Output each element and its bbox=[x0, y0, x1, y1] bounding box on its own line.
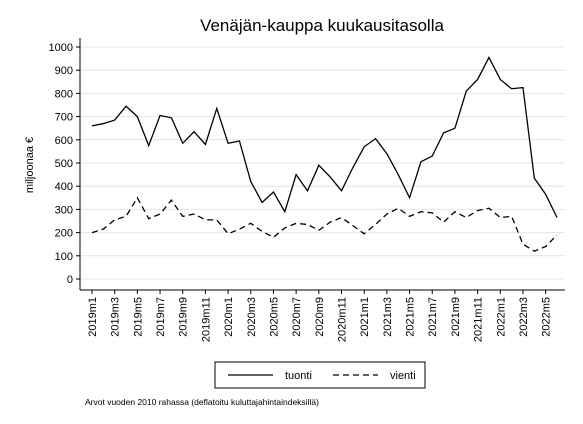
y-tick-label: 100 bbox=[55, 251, 73, 263]
x-tick-label: 2019m11 bbox=[200, 297, 212, 342]
x-tick-label: 2021m9 bbox=[450, 297, 462, 337]
x-tick-label: 2020m9 bbox=[314, 297, 326, 337]
x-tick-label: 2021m1 bbox=[359, 297, 371, 337]
x-tick-label: 2020m3 bbox=[246, 297, 258, 337]
y-tick-label: 1000 bbox=[49, 42, 73, 54]
legend-label: vienti bbox=[390, 370, 416, 382]
x-tick-label: 2019m5 bbox=[132, 297, 144, 337]
x-tick-label: 2021m5 bbox=[405, 297, 417, 337]
x-tick-label: 2022m5 bbox=[541, 297, 553, 337]
x-tick-label: 2019m7 bbox=[155, 297, 167, 337]
y-tick-label: 0 bbox=[67, 274, 73, 286]
legend-label: tuonti bbox=[285, 370, 312, 382]
y-tick-label: 800 bbox=[55, 88, 73, 100]
x-tick-label: 2022m1 bbox=[495, 297, 507, 337]
y-tick-label: 400 bbox=[55, 181, 73, 193]
y-tick-label: 900 bbox=[55, 65, 73, 77]
chart-title: Venäjän-kauppa kuukausitasolla bbox=[200, 16, 444, 35]
y-tick-label: 500 bbox=[55, 158, 73, 170]
x-tick-label: 2020m7 bbox=[291, 297, 303, 337]
x-tick-label: 2021m11 bbox=[473, 297, 485, 342]
x-tick-label: 2019m3 bbox=[110, 297, 122, 337]
x-tick-label: 2019m9 bbox=[178, 297, 190, 337]
x-tick-label: 2020m11 bbox=[337, 297, 349, 342]
x-tick-label: 2020m5 bbox=[268, 297, 280, 337]
x-tick-label: 2021m3 bbox=[382, 297, 394, 337]
y-tick-label: 300 bbox=[55, 204, 73, 216]
line-vienti bbox=[91, 196, 558, 252]
footnote: Arvot vuoden 2010 rahassa (deflatoitu ku… bbox=[85, 397, 319, 407]
x-tick-label: 2021m7 bbox=[427, 297, 439, 337]
y-tick-label: 600 bbox=[55, 135, 73, 147]
line-tuonti bbox=[91, 56, 558, 218]
x-tick-label: 2020m1 bbox=[223, 297, 235, 337]
y-tick-label: 200 bbox=[55, 228, 73, 240]
y-axis-label: miljoonaa € bbox=[24, 137, 36, 193]
x-tick-label: 2019m1 bbox=[87, 297, 99, 337]
y-tick-label: 700 bbox=[55, 112, 73, 124]
x-tick-label: 2022m3 bbox=[518, 297, 530, 337]
